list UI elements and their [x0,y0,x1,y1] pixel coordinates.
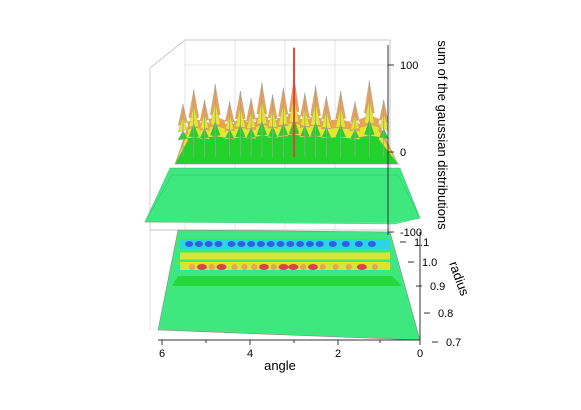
contour-projection [172,239,402,286]
y-tick-label: 0.7 [446,337,461,349]
contour-low-spot [247,241,256,247]
contour-low-spot [204,241,213,247]
contour-low-spot [296,241,305,247]
contour-low-spot [341,241,350,247]
contour-low-spot [367,241,376,247]
contour-band [180,252,390,260]
contour-high-spot [319,264,326,270]
contour-high-spot [208,264,215,270]
contour-high-spot [216,264,227,270]
y-axis-ticks: 0.7 0.8 0.9 1.0 1.1 [400,237,461,349]
contour-high-spot [300,264,307,270]
y-tick-label: 0.9 [430,281,445,293]
z-tick-label: -100 [400,227,422,239]
x-tick-label: 6 [159,348,165,360]
surface-plot [144,47,421,225]
y-tick-label: 1.1 [414,237,429,249]
contour-low-spot [227,241,236,247]
contour-low-spot [305,241,314,247]
x-tick-label: 0 [417,348,423,360]
x-axis-label: angle [264,358,296,373]
contour-high-spot [288,264,299,270]
y-tick-label: 0.8 [438,308,453,320]
contour-high-spot [241,264,248,270]
contour-high-spot [278,264,289,270]
contour-low-spot [237,241,246,247]
contour-low-spot [185,241,194,247]
contour-high-spot [356,264,367,270]
contour-high-spot [345,264,352,270]
contour-low-spot [214,241,223,247]
x-tick-label: 2 [335,348,341,360]
contour-low-spot [256,241,265,247]
y-axis-label: radius [446,259,472,298]
z-tick-label: 0 [400,147,406,159]
contour-high-spot [371,264,378,270]
contour-high-spot [270,264,277,270]
contour-high-spot [258,264,269,270]
z-axis-ticks: -100 0 100 [388,60,422,239]
y-tick-label: 1.0 [422,257,437,269]
contour-high-spot [332,264,339,270]
surface-ridge-layer [174,118,399,165]
x-tick-label: 4 [247,348,253,360]
contour-low-spot [286,241,295,247]
contour-high-spot [196,264,207,270]
contour-high-spot [231,264,238,270]
contour-high-spot [251,264,258,270]
contour-low-spot [266,241,275,247]
contour-low-spot [315,241,324,247]
contour-high-spot [189,264,196,270]
contour-band [172,276,402,286]
z-tick-label: 100 [400,60,418,72]
contour-low-spot [194,241,203,247]
z-axis-label: sum of the gaussian distributions [435,40,450,230]
contour-low-spot [328,241,337,247]
contour-low-spot [354,241,363,247]
contour-high-spot [307,264,318,270]
surface-front-sheet [144,174,421,225]
x-axis-ticks: 6 4 2 0 [159,340,423,360]
contour-band [180,239,390,249]
contour-low-spot [276,241,285,247]
